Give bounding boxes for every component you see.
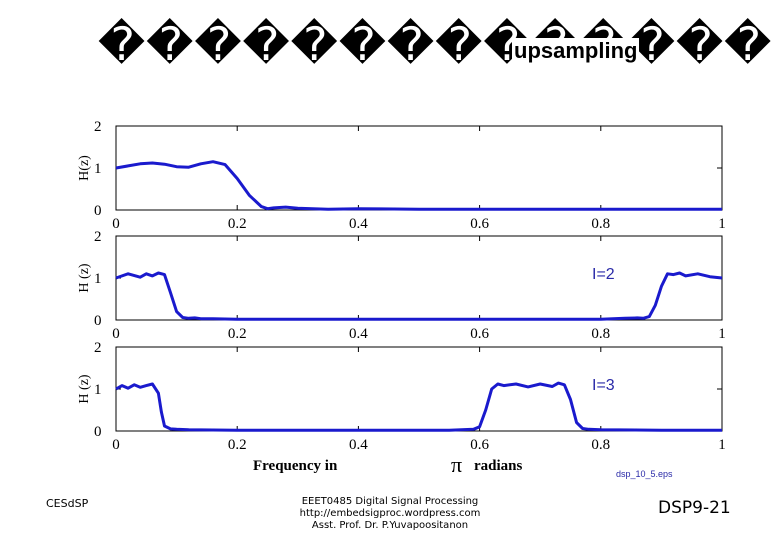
x-axis-label-units: radians: [474, 458, 523, 474]
footer-course-url: http://embedsigproc.wordpress.com: [299, 508, 481, 519]
panel-annotation: I=2: [592, 266, 615, 283]
x-tick-label: 0.4: [349, 326, 368, 342]
y-tick-label: 1: [94, 382, 102, 398]
x-tick-label: 0.6: [470, 216, 489, 232]
x-tick-label: 0.4: [349, 216, 368, 232]
x-tick-label: 1: [718, 326, 726, 342]
y-tick-label: 0: [94, 203, 102, 219]
x-tick-label: 0.6: [470, 326, 489, 342]
y-axis-label: H(z): [77, 155, 92, 181]
footer-course-info: EEET0485 Digital Signal Processing http:…: [270, 496, 510, 532]
x-axis-label: Frequency in: [253, 458, 338, 474]
x-tick-label: 0.4: [349, 437, 368, 453]
y-tick-label: 1: [94, 271, 102, 287]
x-tick-label: 0: [112, 216, 120, 232]
footer-course-code: CESdSP: [46, 497, 89, 510]
x-axis-pi-symbol: π: [451, 452, 462, 477]
panel-annotation: I=3: [592, 377, 615, 394]
y-axis-label: H (z): [77, 374, 92, 403]
plot-frame: [115, 235, 723, 321]
plot-frame: [115, 346, 723, 432]
footer-course-title: EEET0485 Digital Signal Processing: [301, 496, 479, 507]
y-axis-label: H (z): [77, 263, 92, 292]
x-tick-label: 0.2: [228, 326, 247, 342]
x-tick-label: 0.2: [228, 437, 247, 453]
y-tick-label: 1: [94, 161, 102, 177]
response-curve: [115, 271, 723, 321]
y-tick-label: 0: [94, 313, 102, 329]
y-tick-label: 0: [94, 424, 102, 440]
chart-panel-2: [115, 235, 723, 321]
plot-frame: [115, 125, 723, 211]
x-tick-label: 1: [718, 216, 726, 232]
figure-source-label: dsp_10_5.eps: [616, 469, 673, 479]
y-tick-label: 2: [94, 340, 102, 356]
response-curve: [115, 160, 722, 211]
y-tick-label: 2: [94, 229, 102, 245]
chart-panel-1: [115, 125, 723, 211]
y-tick-label: 2: [94, 119, 102, 135]
x-tick-label: 0.8: [591, 437, 610, 453]
x-tick-label: 0.8: [591, 216, 610, 232]
x-tick-label: 0.8: [591, 326, 610, 342]
footer-instructor: Asst. Prof. Dr. P.Yuvapoositanon: [311, 520, 469, 531]
x-tick-label: 0: [112, 437, 120, 453]
x-tick-label: 0.2: [228, 216, 247, 232]
response-curve: [115, 381, 722, 432]
slide-title-keyword: upsampling: [512, 38, 640, 64]
chart-panel-3: [115, 346, 723, 432]
x-tick-label: 0: [112, 326, 120, 342]
slide-title: ��������������: [98, 18, 773, 71]
x-tick-label: 0.6: [470, 437, 489, 453]
x-tick-label: 1: [718, 437, 726, 453]
slide-number: DSP9-21: [658, 498, 731, 518]
